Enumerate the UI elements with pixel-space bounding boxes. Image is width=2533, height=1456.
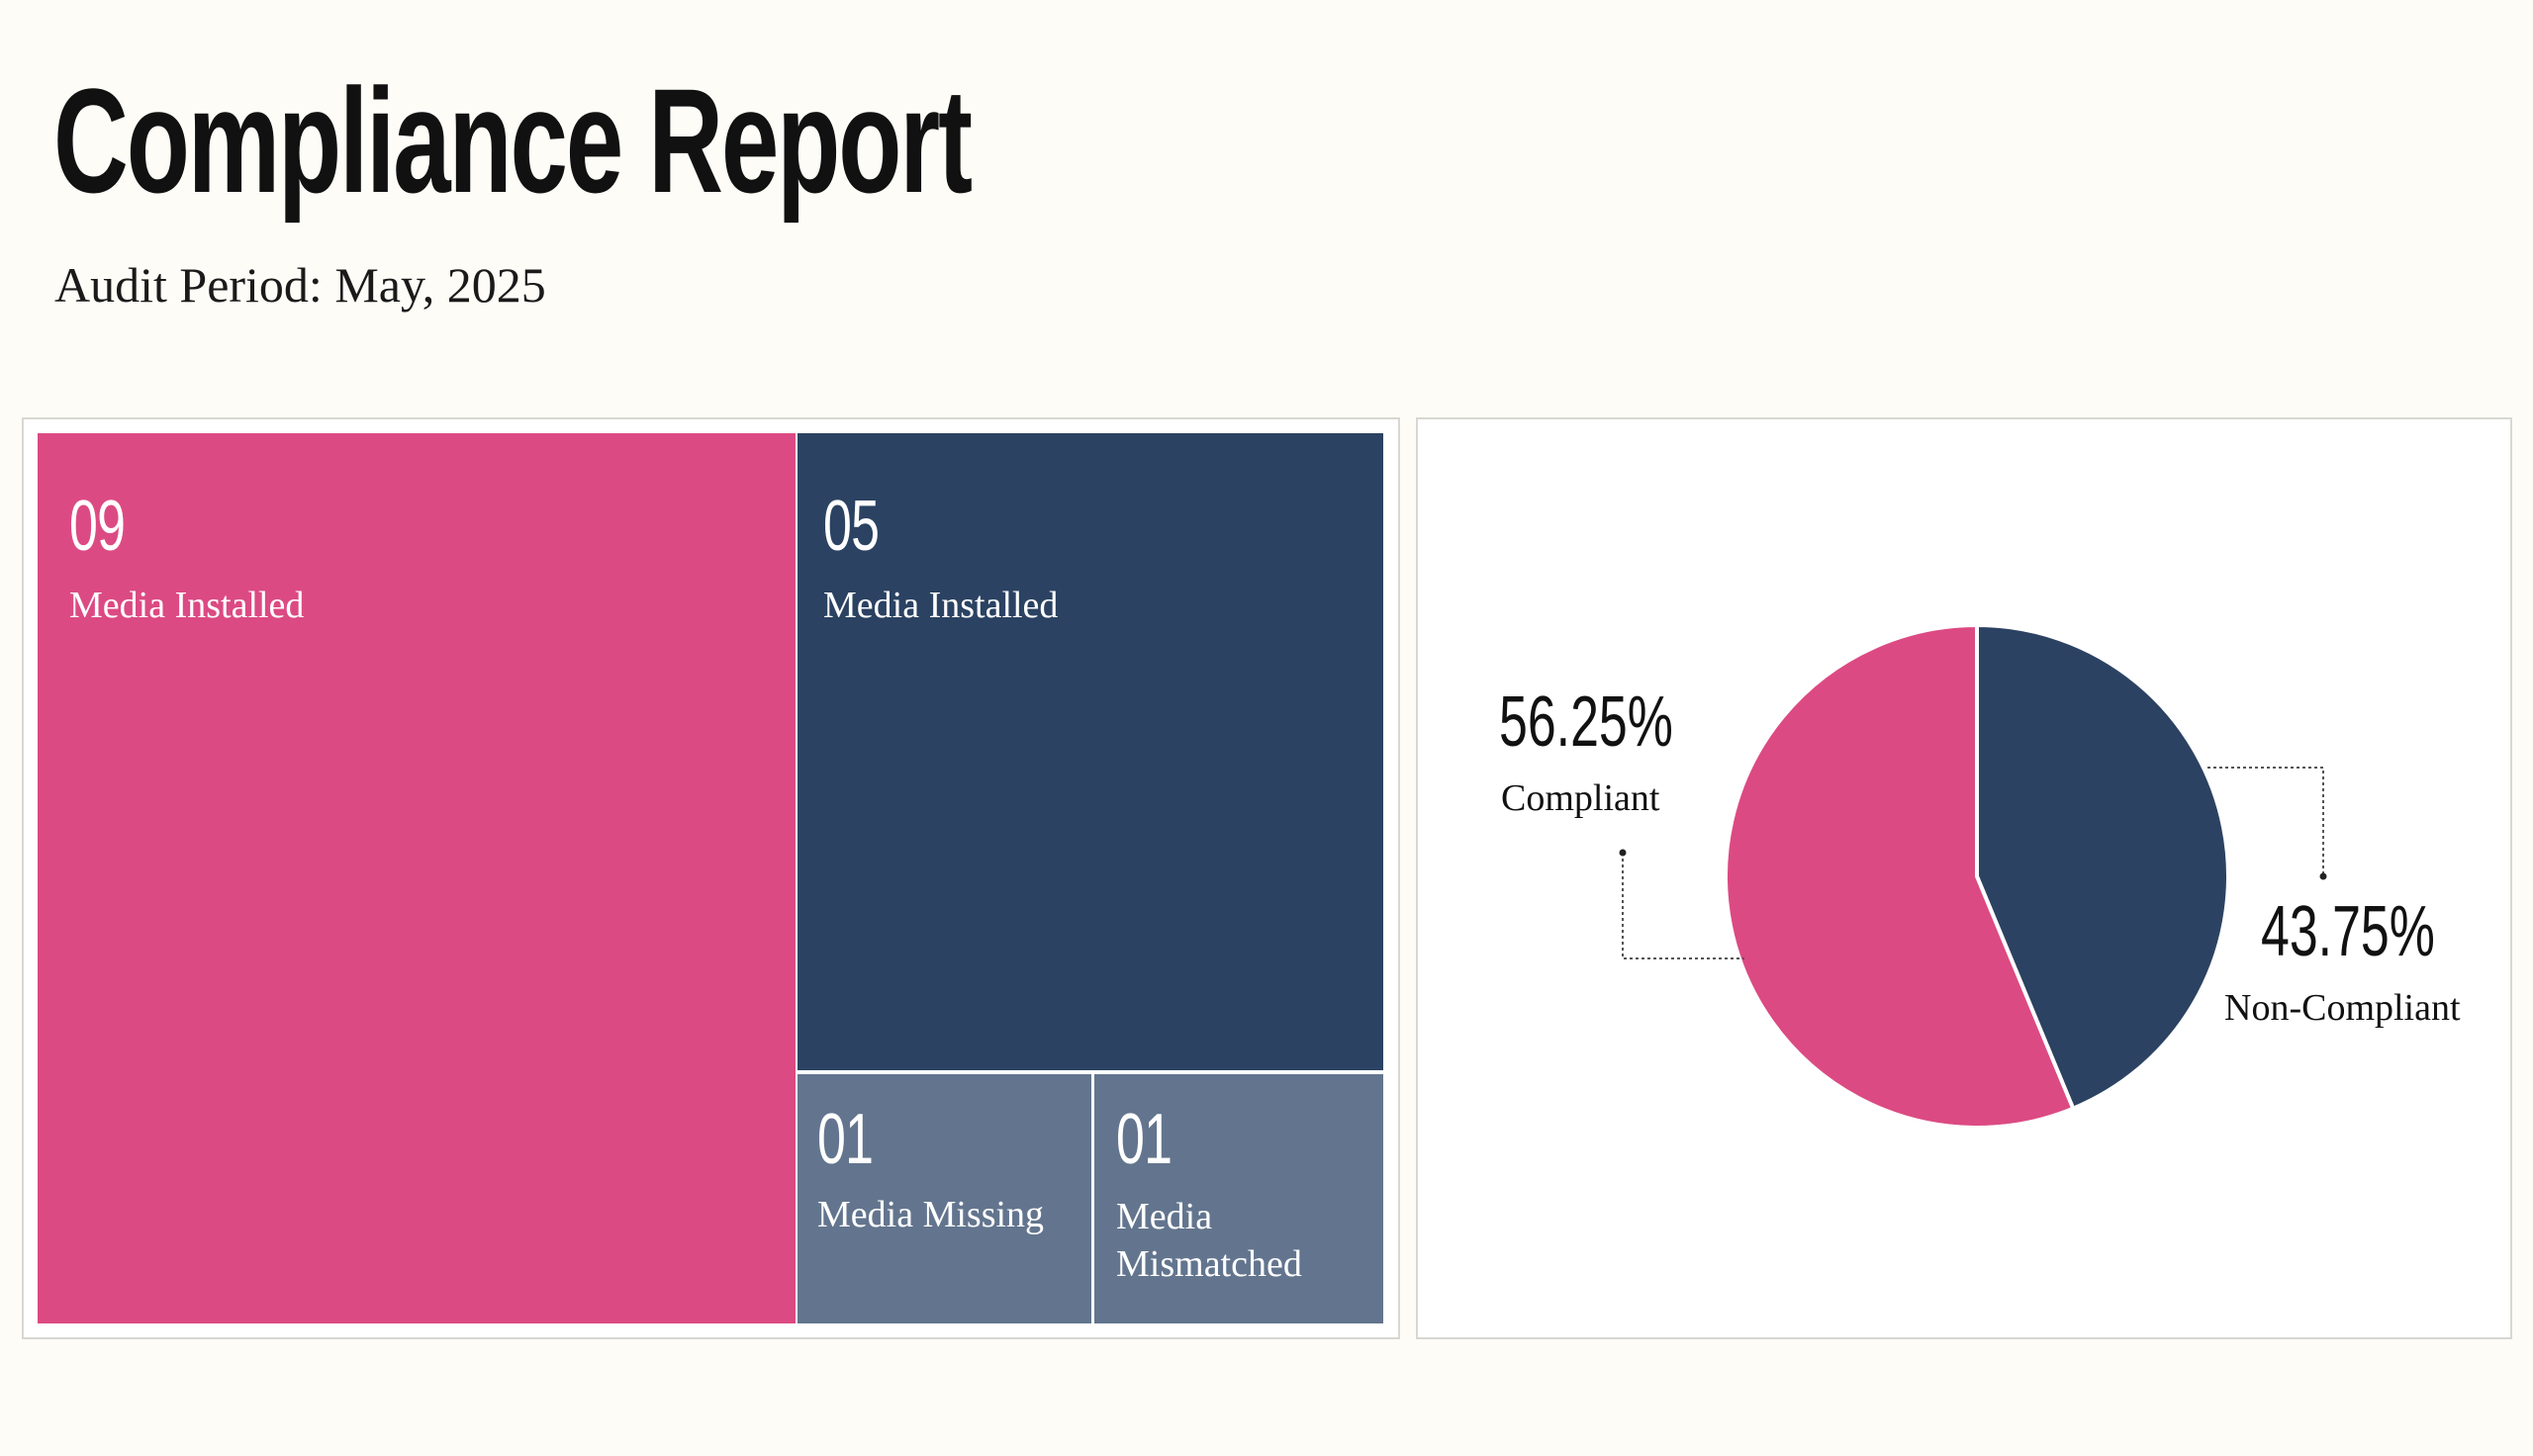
pie-slice-compliant[interactable]: [1724, 622, 2076, 1130]
pie-slice-non-compliant[interactable]: [1975, 622, 2230, 1112]
non-compliant-leader-line: [2207, 767, 2324, 876]
treemap-tile-media-missing[interactable]: 01 Media Missing: [797, 1074, 1091, 1323]
tile-value: 05: [823, 487, 880, 566]
pie-panel: 56.25% Compliant 43.75% Non-Compliant: [1416, 417, 2512, 1339]
tile-value: 01: [1116, 1100, 1173, 1179]
treemap-tile-media-mismatched[interactable]: 01 Media Mismatched: [1094, 1074, 1383, 1323]
non-compliant-percent: 43.75%: [2261, 892, 2435, 971]
pie-chart: [1619, 622, 2327, 1130]
audit-period: Audit Period: May, 2025: [54, 257, 546, 313]
non-compliant-label: Non-Compliant: [2224, 987, 2461, 1029]
tile-label: Media Installed: [823, 585, 1059, 626]
compliant-leader-dot: [1619, 849, 1627, 857]
tile-value: 01: [817, 1100, 874, 1179]
tile-label: Media Mismatched: [1116, 1196, 1302, 1285]
compliant-label: Compliant: [1501, 777, 1660, 819]
compliant-leader-line: [1622, 853, 1744, 959]
tile-label: Media Missing: [817, 1194, 1045, 1235]
non-compliant-leader-dot: [2319, 872, 2327, 880]
tile-label: Media Installed: [69, 585, 305, 626]
page-title: Compliance Report: [53, 57, 973, 224]
treemap-tile-media-installed-navy[interactable]: 05 Media Installed: [797, 433, 1383, 1070]
treemap-tile-media-installed-pink[interactable]: 09 Media Installed: [38, 433, 796, 1323]
treemap-panel: 09 Media Installed 05 Media Installed 01…: [22, 417, 1400, 1339]
tile-value: 09: [69, 487, 126, 566]
compliant-percent: 56.25%: [1499, 682, 1673, 762]
